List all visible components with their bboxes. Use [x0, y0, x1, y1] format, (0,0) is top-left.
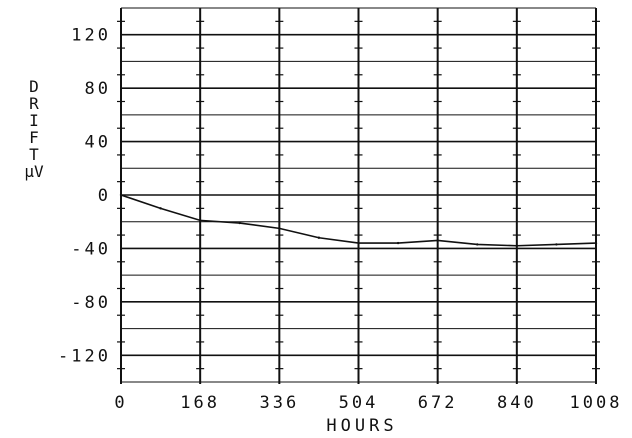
data-point: [515, 244, 519, 247]
data-point: [396, 241, 400, 245]
data-point: [555, 243, 558, 246]
x-tick-label: 336: [259, 393, 299, 413]
y-tick-labels: 120 80 40 0 -40 -80 -120: [58, 26, 111, 367]
x-tick-label: 504: [339, 393, 379, 413]
x-tick-label: 1008: [570, 393, 623, 413]
y-axis-title-line: D: [29, 77, 39, 96]
y-tick-label: -120: [58, 346, 111, 366]
data-point: [198, 219, 202, 222]
data-point: [119, 193, 123, 197]
y-tick-label: 40: [85, 133, 111, 153]
y-tick-label: -80: [71, 293, 111, 313]
data-point: [594, 241, 598, 245]
y-tick-label: 80: [85, 79, 111, 99]
y-axis-title-line: T: [29, 145, 39, 164]
y-tick-label: 0: [98, 186, 111, 206]
x-tick-labels: 0 168 336 504 672 840 1008: [114, 393, 623, 413]
y-axis-title-line: µV: [24, 162, 44, 181]
y-axis-title-line: I: [29, 111, 39, 130]
data-point: [238, 221, 241, 225]
data-point: [278, 227, 281, 230]
tick-marks: [117, 20, 600, 370]
data-point: [436, 239, 439, 242]
y-tick-label: 120: [71, 26, 111, 46]
data-point: [476, 243, 479, 246]
x-axis-title: HOURS: [326, 416, 397, 436]
y-tick-label: -40: [71, 239, 111, 259]
y-axis-title-line: R: [29, 94, 39, 113]
x-tick-label: 840: [497, 393, 537, 413]
x-tick-label: 672: [418, 393, 458, 413]
data-point: [317, 236, 321, 239]
data-point: [159, 207, 162, 210]
y-axis-title-line: F: [29, 128, 39, 147]
x-tick-label: 168: [180, 393, 220, 413]
grid-lines: [120, 7, 597, 384]
x-tick-label: 0: [114, 393, 127, 413]
series-layer: [119, 193, 598, 247]
data-point: [357, 241, 360, 245]
